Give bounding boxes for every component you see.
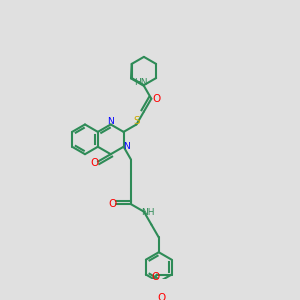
Text: HN: HN bbox=[134, 78, 148, 87]
Text: N: N bbox=[107, 117, 114, 126]
Text: O: O bbox=[91, 158, 99, 168]
Text: S: S bbox=[134, 116, 140, 126]
Text: O: O bbox=[158, 293, 166, 300]
Text: NH: NH bbox=[141, 208, 154, 217]
Text: O: O bbox=[151, 272, 159, 282]
Text: O: O bbox=[108, 199, 116, 209]
Text: O: O bbox=[153, 94, 161, 104]
Text: N: N bbox=[123, 142, 130, 151]
